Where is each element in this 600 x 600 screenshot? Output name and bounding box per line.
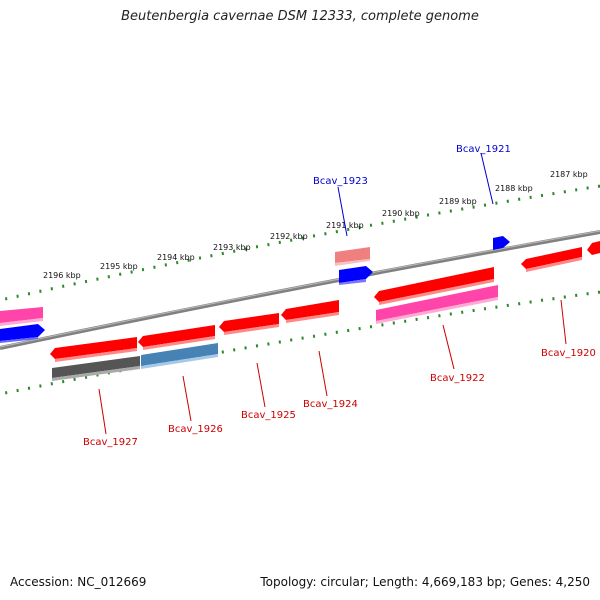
gene-bcav-1926[interactable] — [141, 343, 218, 369]
gene-bcav-1922-red[interactable] — [374, 267, 494, 305]
scale-label: 2193 kbp — [213, 243, 251, 252]
label-bcav-1927: Bcav_1927 — [83, 437, 138, 448]
gene-bcav-1922[interactable] — [376, 285, 498, 324]
gene-bcav-1927-red[interactable] — [50, 337, 137, 362]
outer-scale-ticks — [5, 184, 600, 301]
scale-label: 2195 kbp — [100, 262, 138, 271]
accession-text: Accession: NC_012669 — [10, 575, 147, 589]
scale-label: 2196 kbp — [43, 271, 81, 280]
scale-label: 2194 kbp — [157, 253, 195, 262]
label-bcav-1924: Bcav_1924 — [303, 399, 358, 410]
gene-bcav-1924[interactable] — [281, 300, 339, 323]
genome-summary-text: Topology: circular; Length: 4,669,183 bp… — [260, 575, 590, 589]
scale-label: 2187 kbp — [550, 170, 588, 179]
genome-backbone — [0, 230, 600, 350]
scale-label: 2188 kbp — [495, 184, 533, 193]
label-bcav-1923: Bcav_1923 — [313, 176, 368, 187]
gene-blue-left[interactable] — [0, 324, 45, 343]
scale-label: 2190 kbp — [382, 209, 420, 218]
gene-bcav-1920[interactable] — [521, 247, 582, 272]
label-bcav-1922: Bcav_1922 — [430, 373, 485, 384]
gene-bcav-1926-red[interactable] — [138, 325, 215, 350]
map-title: Beutenbergia cavernae DSM 12333, complet… — [121, 9, 479, 24]
scale-label: 2189 kbp — [439, 197, 477, 206]
scale-label: 2192 kbp — [270, 232, 308, 241]
gene-bcav-1921[interactable] — [493, 236, 510, 250]
label-bcav-1921: Bcav_1921 — [456, 144, 511, 155]
label-bcav-1920: Bcav_1920 — [541, 348, 596, 359]
gene-bcav-1927[interactable] — [52, 356, 140, 381]
gene-pink-left[interactable] — [0, 307, 43, 326]
gene-bcav-1925[interactable] — [219, 313, 279, 335]
label-bcav-1925: Bcav_1925 — [241, 410, 296, 421]
gene-red-right-edge[interactable] — [587, 241, 600, 255]
gene-bcav-1923[interactable] — [335, 247, 370, 266]
gene-blue-mid[interactable] — [339, 266, 373, 285]
scale-labels: 2196 kbp 2195 kbp 2194 kbp 2193 kbp 2192… — [43, 170, 588, 280]
label-leaders — [98, 152, 567, 435]
label-bcav-1926: Bcav_1926 — [168, 424, 223, 435]
genome-backbone-highlight — [0, 230, 600, 348]
